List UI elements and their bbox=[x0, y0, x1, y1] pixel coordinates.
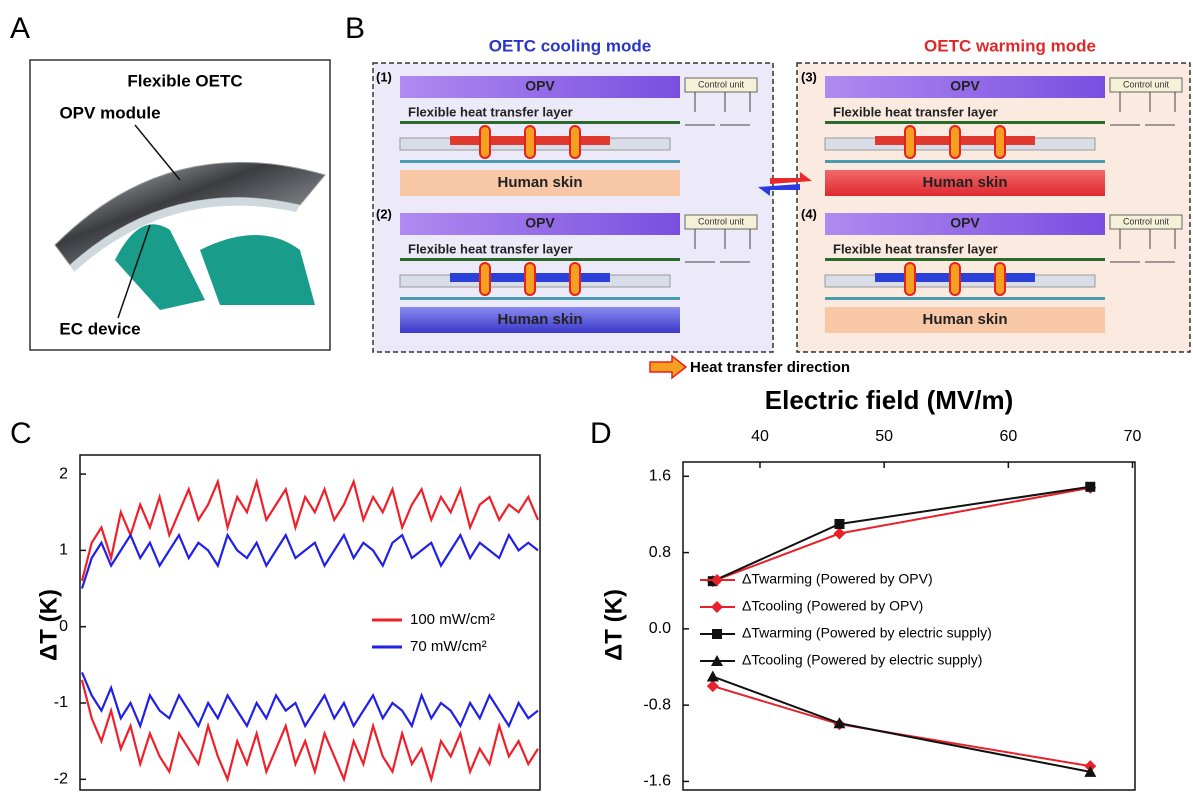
y-axis-label: ΔT (K) bbox=[600, 589, 627, 661]
heat-pill bbox=[570, 126, 580, 158]
layer-label: Flexible heat transfer layer bbox=[408, 104, 573, 119]
heat-pill bbox=[995, 263, 1005, 295]
layer-line bbox=[825, 297, 1105, 300]
legend-arrow bbox=[650, 356, 686, 378]
layer-label: Flexible heat transfer layer bbox=[408, 241, 573, 256]
control-label: Control unit bbox=[1123, 79, 1170, 89]
layer-label: Flexible heat transfer layer bbox=[833, 104, 998, 119]
skin-label: Human skin bbox=[922, 311, 1007, 328]
marker bbox=[707, 680, 719, 692]
legend-label: ΔTwarming (Powered by electric supply) bbox=[742, 625, 992, 641]
figure: Flexible OETC OPV module EC device A B C… bbox=[0, 0, 1193, 797]
heat-pill bbox=[905, 126, 915, 158]
x-axis-label: Electric field (MV/m) bbox=[765, 385, 1014, 415]
series-line bbox=[82, 535, 538, 588]
heat-pill bbox=[525, 263, 535, 295]
heat-pill bbox=[525, 126, 535, 158]
opv-label: OPV bbox=[525, 215, 555, 231]
skin-label: Human skin bbox=[922, 174, 1007, 191]
marker bbox=[833, 528, 845, 540]
skin-label: Human skin bbox=[497, 174, 582, 191]
marker bbox=[712, 629, 722, 639]
subpanel-label: (4) bbox=[801, 206, 817, 221]
page: Flexible OETC OPV module EC device A B C… bbox=[0, 0, 1193, 797]
y-tick-label: 2 bbox=[59, 465, 68, 482]
layer-line bbox=[825, 160, 1105, 163]
x-tick-label: 70 bbox=[1124, 428, 1142, 445]
subpanel-label: (3) bbox=[801, 69, 817, 84]
y-tick-label: 1.6 bbox=[649, 468, 671, 485]
marker bbox=[1085, 482, 1095, 492]
series-line bbox=[713, 487, 1090, 581]
layer-line bbox=[400, 297, 680, 300]
y-tick-label: -2 bbox=[54, 771, 68, 788]
legend-label: ΔTcooling (Powered by OPV) bbox=[742, 598, 923, 614]
opv-label: OPV bbox=[950, 78, 980, 94]
panel-label: A bbox=[10, 12, 30, 45]
skin-label: Human skin bbox=[497, 311, 582, 328]
photo-label: EC device bbox=[59, 319, 140, 338]
heat-pill bbox=[480, 126, 490, 158]
mode-title: OETC cooling mode bbox=[489, 36, 651, 55]
series-line bbox=[713, 488, 1090, 581]
control-label: Control unit bbox=[698, 79, 745, 89]
y-tick-label: 0.8 bbox=[649, 544, 671, 561]
photo-label: OPV module bbox=[59, 103, 160, 122]
layer-label: Flexible heat transfer layer bbox=[833, 241, 998, 256]
x-tick-label: 60 bbox=[999, 428, 1017, 445]
panel-label: B bbox=[345, 12, 365, 45]
marker bbox=[834, 519, 844, 529]
panel-label: D bbox=[590, 417, 612, 450]
chart-d: 1.6 0.8 0.0 -0.8 -1.6 40 50 60 70 Electric field … bbox=[600, 385, 1141, 790]
mode-title: OETC warming mode bbox=[924, 36, 1096, 55]
heat-pill bbox=[480, 263, 490, 295]
legend-label: 70 mW/cm² bbox=[410, 638, 487, 655]
y-axis-label: ΔT (K) bbox=[35, 589, 62, 661]
y-tick-label: 1 bbox=[59, 542, 68, 559]
marker bbox=[707, 671, 719, 682]
heat-pill bbox=[950, 263, 960, 295]
heat-pill bbox=[995, 126, 1005, 158]
series-line bbox=[82, 672, 538, 725]
layer-line bbox=[825, 121, 1105, 124]
subpanel-label: (1) bbox=[376, 69, 392, 84]
control-label: Control unit bbox=[698, 216, 745, 226]
heat-pill bbox=[905, 263, 915, 295]
x-tick-label: 50 bbox=[875, 428, 893, 445]
y-tick-label: -0.8 bbox=[643, 696, 671, 713]
diagram-legend: Heat transfer direction bbox=[690, 359, 850, 376]
series-line bbox=[82, 482, 538, 581]
layer-line bbox=[400, 258, 680, 261]
control-label: Control unit bbox=[1123, 216, 1170, 226]
opv-label: OPV bbox=[525, 78, 555, 94]
legend-label: 100 mW/cm² bbox=[410, 611, 495, 628]
panel-label: C bbox=[10, 417, 32, 450]
photo-title: Flexible OETC bbox=[127, 71, 242, 90]
y-tick-label: 0.0 bbox=[649, 620, 671, 637]
subpanel-label: (2) bbox=[376, 206, 392, 221]
y-tick-label: -1.6 bbox=[643, 773, 671, 790]
opv-label: OPV bbox=[950, 215, 980, 231]
marker bbox=[711, 601, 723, 613]
y-tick-label: -1 bbox=[54, 694, 68, 711]
layer-line bbox=[400, 121, 680, 124]
legend-label: ΔTwarming (Powered by OPV) bbox=[742, 571, 933, 587]
layer-line bbox=[400, 160, 680, 163]
heat-pill bbox=[570, 263, 580, 295]
x-tick-label: 40 bbox=[751, 428, 769, 445]
heat-pill bbox=[950, 126, 960, 158]
legend-label: ΔTcooling (Powered by electric supply) bbox=[742, 652, 982, 668]
layer-line bbox=[825, 258, 1105, 261]
